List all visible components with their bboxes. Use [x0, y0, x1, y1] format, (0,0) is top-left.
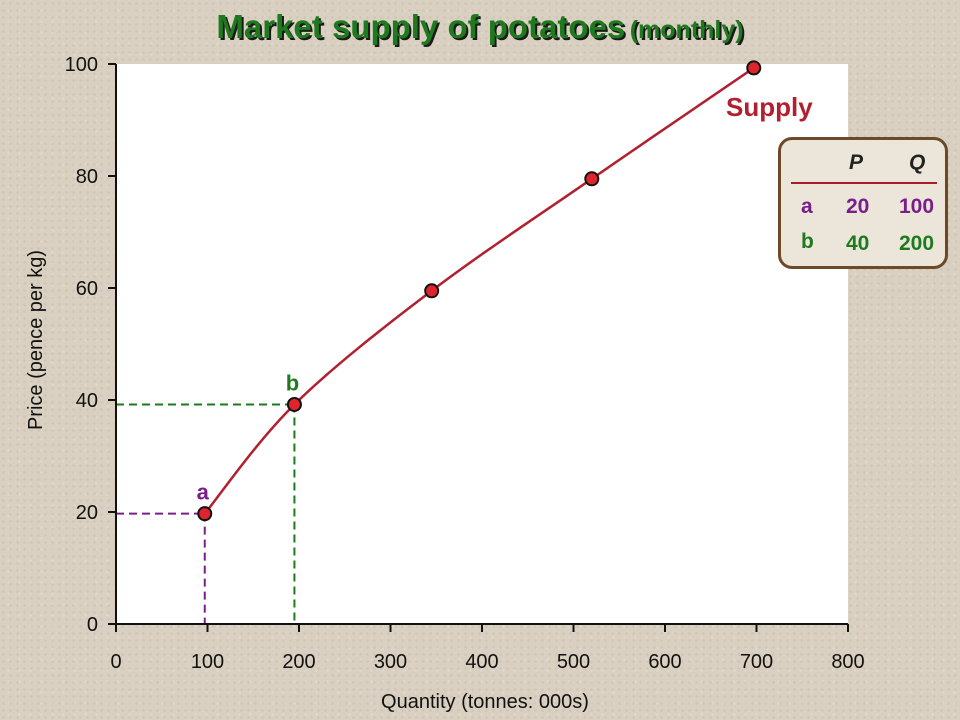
y-tick-label: 20 — [76, 502, 98, 524]
table-header-q: Q — [909, 151, 926, 174]
guide-lines — [116, 403, 296, 624]
x-tick-label: 700 — [740, 651, 773, 673]
table-header-rule — [791, 182, 937, 184]
x-ticks: 0 100 200 300 400 500 600 700 800 — [110, 624, 865, 673]
x-tick-label: 300 — [374, 651, 407, 673]
chart-title-sub: (monthly) — [629, 16, 744, 44]
table-row-p-b: 40 — [846, 232, 870, 255]
y-tick-label: 40 — [76, 390, 98, 412]
point-labels: ab — [197, 370, 300, 504]
x-tick-label: 0 — [110, 651, 121, 673]
table-row-label-b: b — [801, 230, 814, 253]
y-tick-label: 100 — [65, 54, 98, 76]
chart-title: Market supply of potatoes (monthly) — [0, 8, 960, 46]
x-tick-label: 800 — [831, 651, 864, 673]
x-tick-label: 400 — [465, 651, 498, 673]
x-tick-label: 600 — [648, 651, 681, 673]
x-tick-label: 200 — [282, 651, 315, 673]
x-tick-label: 100 — [191, 651, 224, 673]
plot-area — [116, 64, 848, 624]
y-tick-label: 80 — [76, 166, 98, 188]
data-point — [746, 60, 762, 76]
series-label-supply: Supply — [726, 92, 813, 122]
chart-title-main: Market supply of potatoes — [216, 8, 626, 45]
y-tick-label: 0 — [87, 614, 98, 636]
y-axis-label: Price (pence per kg) — [25, 250, 47, 430]
price-quantity-table: P Q a 20 100 b 40 200 — [778, 137, 948, 269]
table-header-p: P — [849, 151, 864, 174]
data-point — [424, 283, 440, 299]
x-tick-label: 500 — [557, 651, 590, 673]
table-row-label-a: a — [801, 195, 813, 218]
table-row-q-b: 200 — [899, 232, 935, 255]
table-row-p-a: 20 — [846, 195, 870, 218]
data-points — [197, 60, 762, 522]
table-row-q-a: 100 — [899, 195, 935, 218]
point-label-b: b — [286, 370, 299, 395]
data-point — [197, 506, 213, 522]
data-point — [286, 396, 302, 412]
x-axis-label: Quantity (tonnes: 000s) — [381, 691, 589, 713]
point-label-a: a — [197, 480, 210, 505]
y-ticks: 0 20 40 60 80 100 — [65, 54, 116, 636]
y-tick-label: 60 — [76, 278, 98, 300]
data-point — [584, 171, 600, 187]
